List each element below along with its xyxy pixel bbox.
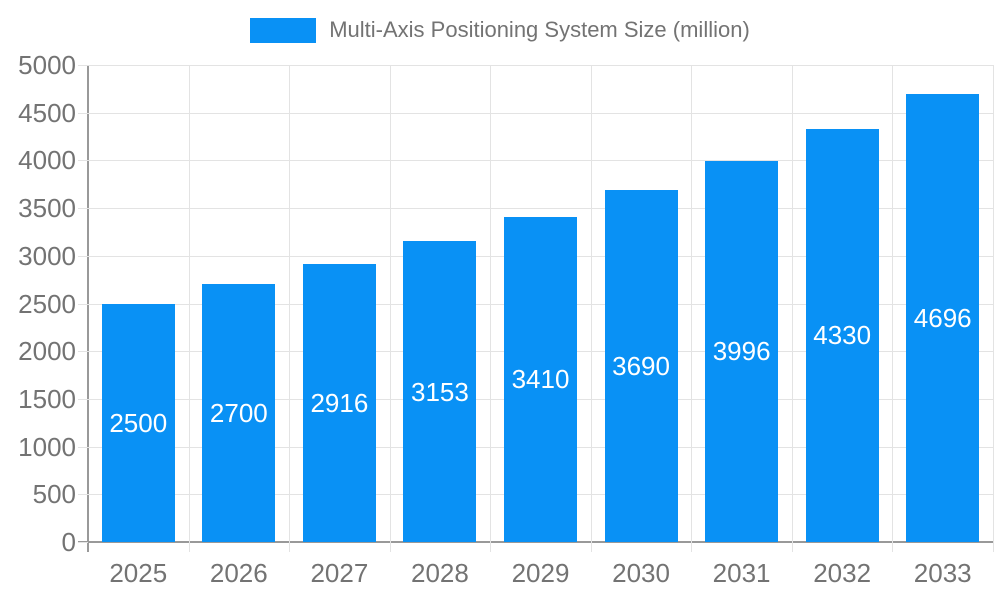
bar-value-label: 2700 — [209, 398, 268, 429]
bar-2027: 2916 — [302, 263, 376, 542]
x-axis-label-2027: 2027 — [310, 558, 369, 588]
gridline-vertical — [791, 65, 793, 542]
y-axis-tick — [78, 446, 88, 448]
plot-area: 0 500 1000 1500 2000 2500 3000 3500 4000 4500 5000… — [18, 52, 994, 586]
bar-value-label: 4696 — [913, 302, 972, 333]
gridline-horizontal — [88, 112, 993, 114]
gridline-vertical — [188, 65, 190, 542]
bar-value-label: 4330 — [813, 320, 872, 351]
x-axis-tick — [289, 542, 291, 552]
y-axis-tick — [78, 351, 88, 353]
y-axis-line — [87, 65, 89, 552]
legend-swatch-icon[interactable] — [250, 17, 317, 43]
bar-2026: 2700 — [202, 284, 276, 542]
gridline-vertical — [289, 65, 291, 542]
x-axis-label-2029: 2029 — [511, 558, 570, 588]
y-axis-tick — [78, 112, 88, 114]
x-axis-tick — [993, 542, 994, 552]
y-axis-label: 500 — [32, 479, 76, 510]
bar-2033: 4696 — [906, 94, 980, 542]
y-axis-label: 3000 — [18, 240, 76, 271]
y-axis-label: 0 — [61, 527, 76, 557]
x-axis-tick — [590, 542, 592, 552]
x-axis-label-2033: 2033 — [913, 558, 972, 588]
bar-2030: 3690 — [604, 189, 678, 542]
y-axis-label: 4000 — [18, 145, 76, 176]
x-axis-tick — [490, 542, 492, 552]
x-axis-tick — [691, 542, 693, 552]
x-axis-tick — [892, 542, 894, 552]
bar-value-label: 3153 — [411, 376, 469, 407]
bar-2025: 2500 — [101, 303, 175, 542]
bar-value-label: 3410 — [511, 364, 570, 395]
y-axis-tick — [78, 542, 88, 543]
x-axis-label-2028: 2028 — [411, 558, 469, 588]
gridline-vertical — [892, 65, 894, 542]
x-axis-line — [78, 541, 993, 543]
x-axis-label-2031: 2031 — [712, 558, 771, 588]
bar-value-label: 2500 — [109, 407, 168, 438]
y-axis-tick — [78, 398, 88, 400]
y-axis-tick — [78, 208, 88, 210]
bar-2031: 3996 — [705, 160, 779, 542]
bar-value-label: 3996 — [712, 336, 771, 367]
y-axis-tick — [78, 303, 88, 305]
gridline-horizontal — [88, 160, 993, 162]
gridline-vertical — [590, 65, 592, 542]
bar-value-label: 3690 — [612, 350, 670, 381]
x-axis-tick — [188, 542, 190, 552]
y-axis-label: 3500 — [18, 193, 76, 224]
x-axis-tick — [389, 542, 391, 552]
y-axis-label: 5000 — [18, 50, 76, 80]
y-axis-label: 1500 — [18, 383, 76, 414]
legend-label[interactable]: Multi-Axis Positioning System Size (mill… — [329, 17, 750, 42]
y-axis-tick — [78, 65, 88, 66]
x-axis-tick — [791, 542, 793, 552]
chart-legend: Multi-Axis Positioning System Size (mill… — [0, 17, 1000, 43]
y-axis-tick — [78, 494, 88, 496]
y-axis-label: 2000 — [18, 336, 76, 367]
y-axis-label: 1000 — [18, 431, 76, 462]
x-axis-label-2030: 2030 — [612, 558, 670, 588]
gridline-horizontal — [88, 65, 993, 66]
y-axis-tick — [78, 160, 88, 162]
gridline-vertical — [993, 65, 994, 542]
gridline-vertical — [691, 65, 693, 542]
x-axis-label-2032: 2032 — [813, 558, 872, 588]
y-axis-label: 2500 — [18, 288, 76, 319]
bar-value-label: 2916 — [310, 387, 369, 418]
y-axis-tick — [78, 255, 88, 257]
bar-2029: 3410 — [504, 216, 577, 542]
x-axis-label-2025: 2025 — [109, 558, 168, 588]
gridline-horizontal — [88, 208, 993, 210]
gridline-vertical — [490, 65, 492, 542]
x-axis-label-2026: 2026 — [209, 558, 268, 588]
bar-2028: 3153 — [403, 241, 477, 542]
bar-2032: 4330 — [805, 128, 879, 542]
gridline-vertical — [389, 65, 391, 542]
y-axis-label: 4500 — [18, 97, 76, 128]
